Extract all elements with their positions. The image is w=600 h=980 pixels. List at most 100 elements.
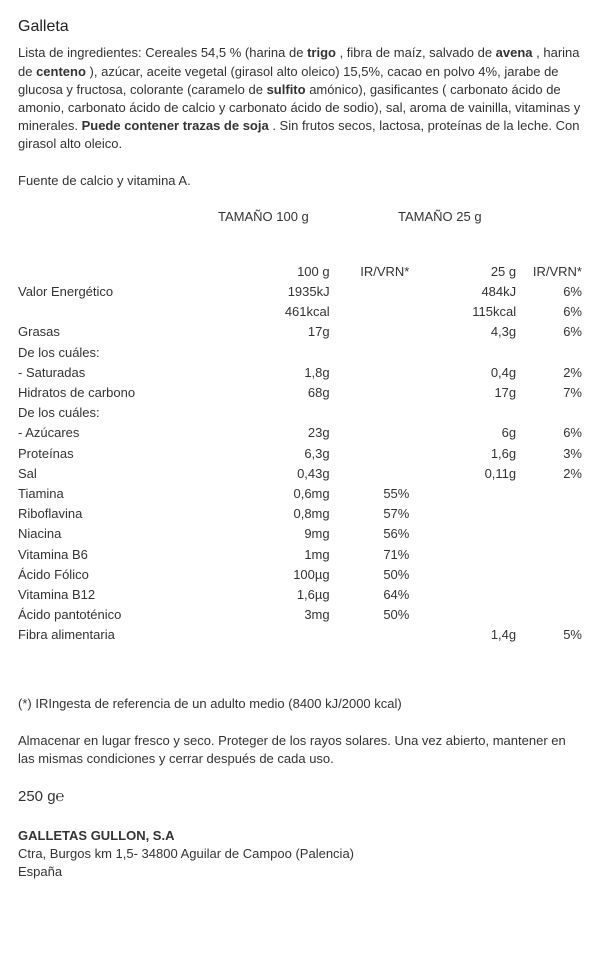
nutrient-label: Proteínas xyxy=(18,444,242,464)
nutrient-25g-ir: 2% xyxy=(516,363,582,383)
nutrient-100g-ir: 56% xyxy=(330,524,440,544)
nutrient-25g-value xyxy=(439,484,516,504)
serving-25g-header: TAMAÑO 25 g xyxy=(398,208,578,226)
nutrient-100g-ir xyxy=(330,363,440,383)
net-weight: 250 g℮ xyxy=(18,786,582,807)
table-row: Riboflavina0,8mg57% xyxy=(18,504,582,524)
col-100g-ir: IR/VRN* xyxy=(330,262,440,282)
nutrient-label: Vitamina B12 xyxy=(18,585,242,605)
nutrient-label: Valor Energético xyxy=(18,282,242,302)
nutrient-25g-ir: 6% xyxy=(516,302,582,322)
nutrient-100g-value xyxy=(242,343,330,363)
nutrient-label: Sal xyxy=(18,464,242,484)
table-row: Fibra alimentaria1,4g5% xyxy=(18,625,582,645)
col-25g-ir: IR/VRN* xyxy=(516,262,582,282)
nutrient-100g-value: 6,3g xyxy=(242,444,330,464)
allergen-centeno: centeno xyxy=(36,64,86,79)
nutrient-100g-ir xyxy=(330,625,440,645)
manufacturer-block: GALLETAS GULLON, S.A Ctra, Burgos km 1,5… xyxy=(18,827,582,882)
nutrient-100g-value: 0,8mg xyxy=(242,504,330,524)
nutrient-100g-value: 1mg xyxy=(242,545,330,565)
manufacturer-country: España xyxy=(18,863,582,881)
nutrient-25g-value xyxy=(439,605,516,625)
nutrient-25g-value: 0,4g xyxy=(439,363,516,383)
nutrient-label: Tiamina xyxy=(18,484,242,504)
nutrient-25g-ir xyxy=(516,484,582,504)
nutrient-25g-ir xyxy=(516,524,582,544)
nutrient-100g-ir xyxy=(330,383,440,403)
nutrient-100g-ir: 64% xyxy=(330,585,440,605)
table-row: Niacina9mg56% xyxy=(18,524,582,544)
nutrient-100g-ir xyxy=(330,343,440,363)
nutrient-label: De los cuáles: xyxy=(18,343,242,363)
allergen-sulfito: sulfito xyxy=(267,82,306,97)
nutrient-100g-ir: 50% xyxy=(330,605,440,625)
table-row: Ácido Fólico100µg50% xyxy=(18,565,582,585)
nutrient-25g-ir: 5% xyxy=(516,625,582,645)
nutrient-25g-value: 6g xyxy=(439,423,516,443)
nutrient-label: De los cuáles: xyxy=(18,403,242,423)
nutrient-100g-ir xyxy=(330,302,440,322)
nutrient-100g-ir xyxy=(330,282,440,302)
ingredients-text: , fibra de maíz, salvado de xyxy=(336,45,496,60)
nutrient-100g-value: 1,8g xyxy=(242,363,330,383)
table-header-row: 100 g IR/VRN* 25 g IR/VRN* xyxy=(18,262,582,282)
allergen-avena: avena xyxy=(496,45,533,60)
nutrient-25g-value xyxy=(439,585,516,605)
nutrient-100g-value: 0,43g xyxy=(242,464,330,484)
nutrient-25g-value xyxy=(439,545,516,565)
nutrient-100g-value: 461kcal xyxy=(242,302,330,322)
nutrient-100g-ir xyxy=(330,444,440,464)
nutrient-25g-ir xyxy=(516,403,582,423)
table-row: - Saturadas1,8g0,4g2% xyxy=(18,363,582,383)
nutrient-25g-value: 1,6g xyxy=(439,444,516,464)
nutrient-25g-ir: 2% xyxy=(516,464,582,484)
table-row: Tiamina0,6mg55% xyxy=(18,484,582,504)
nutrient-100g-ir xyxy=(330,403,440,423)
nutrient-25g-ir xyxy=(516,504,582,524)
nutrient-25g-ir xyxy=(516,343,582,363)
nutrient-100g-value: 1935kJ xyxy=(242,282,330,302)
nutrient-25g-value xyxy=(439,524,516,544)
col-100g-amount: 100 g xyxy=(242,262,330,282)
nutrient-100g-ir: 55% xyxy=(330,484,440,504)
manufacturer-name: GALLETAS GULLON, S.A xyxy=(18,827,582,845)
nutrient-25g-value: 4,3g xyxy=(439,322,516,342)
nutrient-100g-ir: 71% xyxy=(330,545,440,565)
nutrition-table: 100 g IR/VRN* 25 g IR/VRN* Valor Energét… xyxy=(18,262,582,646)
nutrient-100g-value xyxy=(242,403,330,423)
nutrient-25g-ir: 6% xyxy=(516,282,582,302)
storage-instructions: Almacenar en lugar fresco y seco. Proteg… xyxy=(18,732,582,768)
nutrient-100g-ir xyxy=(330,423,440,443)
nutrient-label: - Azúcares xyxy=(18,423,242,443)
col-25g-amount: 25 g xyxy=(439,262,516,282)
nutrient-25g-ir xyxy=(516,605,582,625)
serving-size-headers: TAMAÑO 100 g TAMAÑO 25 g xyxy=(18,208,582,226)
nutrient-100g-value: 9mg xyxy=(242,524,330,544)
nutrient-25g-value xyxy=(439,504,516,524)
nutrient-25g-ir xyxy=(516,545,582,565)
nutrient-25g-ir: 3% xyxy=(516,444,582,464)
nutrient-label: Grasas xyxy=(18,322,242,342)
nutrient-label: Fibra alimentaria xyxy=(18,625,242,645)
table-row: Grasas17g4,3g6% xyxy=(18,322,582,342)
table-row: - Azúcares23g6g6% xyxy=(18,423,582,443)
nutrient-100g-ir xyxy=(330,464,440,484)
nutrient-25g-ir xyxy=(516,585,582,605)
nutrient-label: Ácido Fólico xyxy=(18,565,242,585)
nutrient-25g-value xyxy=(439,565,516,585)
nutrient-label: Hidratos de carbono xyxy=(18,383,242,403)
nutrient-100g-value: 100µg xyxy=(242,565,330,585)
nutrient-100g-ir: 50% xyxy=(330,565,440,585)
table-row: De los cuáles: xyxy=(18,403,582,423)
ingredients-text: Lista de ingredientes: Cereales 54,5 % (… xyxy=(18,45,307,60)
nutrient-25g-ir xyxy=(516,565,582,585)
nutrient-label: Ácido pantoténico xyxy=(18,605,242,625)
allergen-soja: Puede contener trazas de soja xyxy=(82,118,269,133)
allergen-trigo: trigo xyxy=(307,45,336,60)
nutrient-100g-ir xyxy=(330,322,440,342)
nutrient-25g-value xyxy=(439,403,516,423)
table-row: Hidratos de carbono68g17g7% xyxy=(18,383,582,403)
nutrient-100g-value: 0,6mg xyxy=(242,484,330,504)
product-title: Galleta xyxy=(18,16,582,38)
